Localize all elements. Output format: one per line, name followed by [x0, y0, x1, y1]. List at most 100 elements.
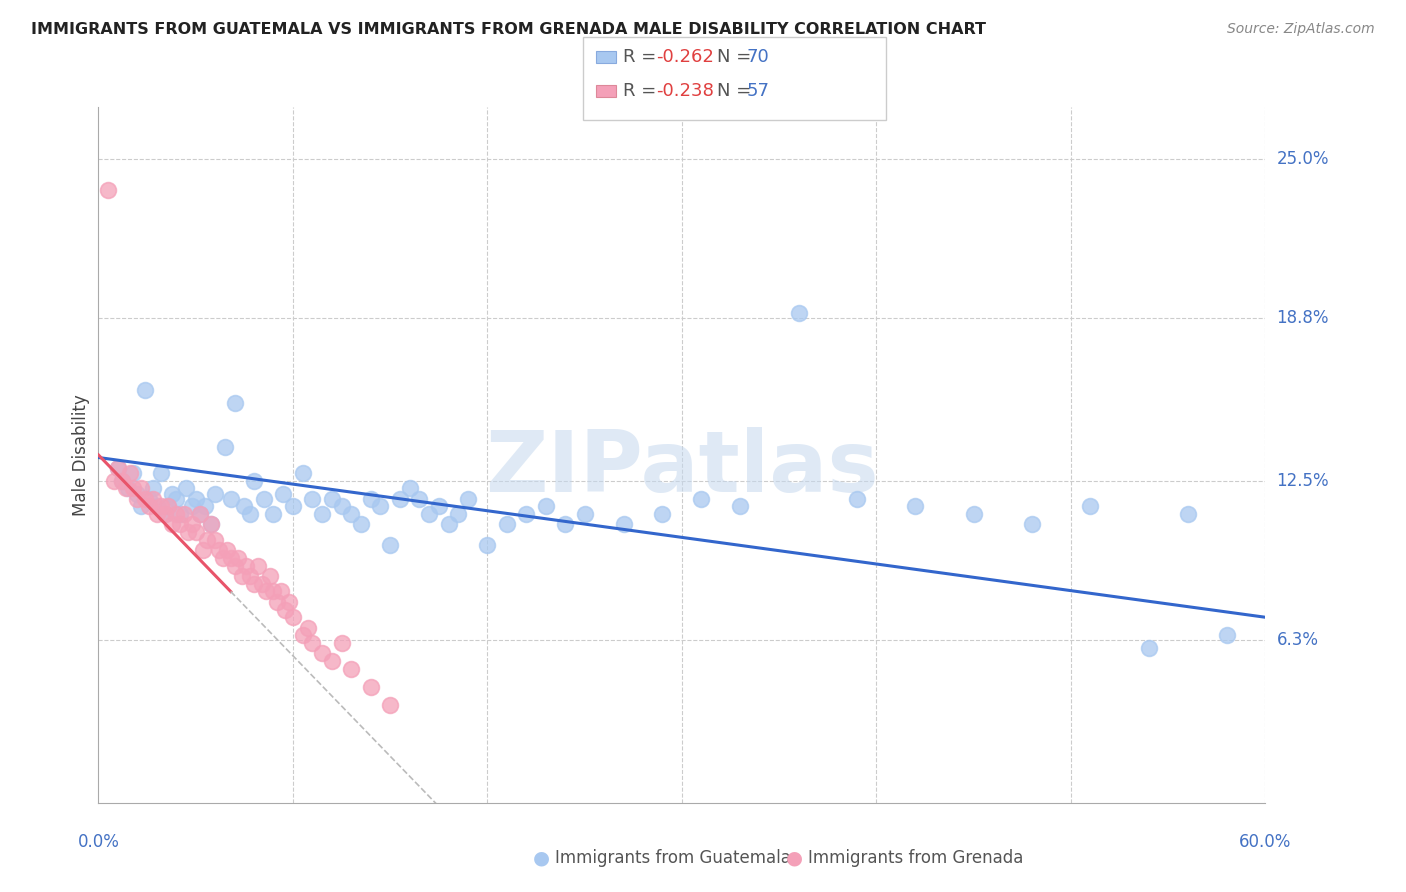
- Point: [243, 576, 266, 591]
- Point: [118, 466, 141, 480]
- Point: [380, 698, 402, 712]
- Point: [127, 491, 149, 506]
- Point: [437, 517, 460, 532]
- Point: [281, 500, 304, 514]
- Point: [330, 500, 353, 514]
- Point: [360, 491, 382, 506]
- Text: Immigrants from Grenada: Immigrants from Grenada: [808, 849, 1024, 867]
- Point: [204, 486, 226, 500]
- Point: [243, 474, 266, 488]
- Point: [427, 500, 450, 514]
- Point: [103, 474, 125, 488]
- Y-axis label: Male Disability: Male Disability: [72, 394, 90, 516]
- Point: [301, 636, 323, 650]
- Point: [301, 491, 323, 506]
- Point: [297, 621, 319, 635]
- Text: -0.262: -0.262: [657, 48, 714, 66]
- Point: [134, 491, 156, 506]
- Text: N =: N =: [717, 82, 756, 100]
- Point: [165, 507, 187, 521]
- Point: [219, 491, 242, 506]
- Point: [122, 466, 145, 480]
- Point: [169, 517, 191, 532]
- Point: [477, 538, 499, 552]
- Point: [204, 533, 226, 547]
- Point: [254, 584, 277, 599]
- Text: 25.0%: 25.0%: [1277, 150, 1329, 168]
- Point: [117, 482, 139, 496]
- Text: R =: R =: [623, 82, 662, 100]
- Point: [169, 507, 191, 521]
- Point: [350, 517, 373, 532]
- Point: [212, 551, 235, 566]
- Text: Source: ZipAtlas.com: Source: ZipAtlas.com: [1227, 22, 1375, 37]
- Text: 0.0%: 0.0%: [77, 833, 120, 851]
- Point: [447, 507, 470, 521]
- Point: [162, 486, 184, 500]
- Point: [228, 551, 250, 566]
- Point: [224, 396, 246, 410]
- Point: [574, 507, 596, 521]
- Point: [270, 584, 292, 599]
- Point: [165, 491, 187, 506]
- Point: [177, 525, 200, 540]
- Point: [208, 543, 231, 558]
- Text: N =: N =: [717, 48, 756, 66]
- Point: [188, 507, 211, 521]
- Point: [787, 306, 810, 320]
- Text: 12.5%: 12.5%: [1277, 472, 1329, 490]
- Point: [239, 569, 262, 583]
- Point: [259, 569, 281, 583]
- Point: [157, 500, 180, 514]
- Point: [388, 491, 411, 506]
- Point: [408, 491, 430, 506]
- Point: [200, 517, 222, 532]
- Point: [146, 507, 169, 521]
- Point: [418, 507, 440, 521]
- Point: [149, 500, 172, 514]
- Point: [129, 500, 152, 514]
- Point: [496, 517, 519, 532]
- Point: [457, 491, 479, 506]
- Point: [107, 460, 129, 475]
- Point: [534, 500, 557, 514]
- Point: [233, 500, 256, 514]
- Point: [246, 558, 269, 573]
- Point: [193, 543, 215, 558]
- Point: [311, 507, 333, 521]
- Text: 60.0%: 60.0%: [1239, 833, 1292, 851]
- Point: [195, 533, 218, 547]
- Point: [1137, 641, 1160, 656]
- Point: [321, 491, 343, 506]
- Point: [904, 500, 927, 514]
- Point: [278, 595, 301, 609]
- Point: [224, 558, 246, 573]
- Point: [690, 491, 713, 506]
- Point: [340, 507, 363, 521]
- Text: -0.238: -0.238: [657, 82, 714, 100]
- Point: [962, 507, 984, 521]
- Point: [111, 474, 134, 488]
- Text: 57: 57: [747, 82, 769, 100]
- Text: 6.3%: 6.3%: [1277, 632, 1319, 649]
- Point: [250, 576, 273, 591]
- Point: [122, 482, 145, 496]
- Point: [111, 474, 134, 488]
- Text: IMMIGRANTS FROM GUATEMALA VS IMMIGRANTS FROM GRENADA MALE DISABILITY CORRELATION: IMMIGRANTS FROM GUATEMALA VS IMMIGRANTS …: [31, 22, 986, 37]
- Point: [157, 500, 180, 514]
- Point: [291, 466, 314, 480]
- Point: [200, 517, 222, 532]
- Point: [107, 460, 129, 475]
- Point: [398, 482, 420, 496]
- Point: [214, 440, 236, 454]
- Point: [127, 486, 149, 500]
- Point: [174, 482, 197, 496]
- Point: [730, 500, 752, 514]
- Point: [149, 466, 172, 480]
- Text: R =: R =: [623, 48, 662, 66]
- Point: [194, 500, 217, 514]
- Point: [846, 491, 869, 506]
- Point: [184, 491, 207, 506]
- Point: [613, 517, 636, 532]
- Point: [291, 628, 314, 642]
